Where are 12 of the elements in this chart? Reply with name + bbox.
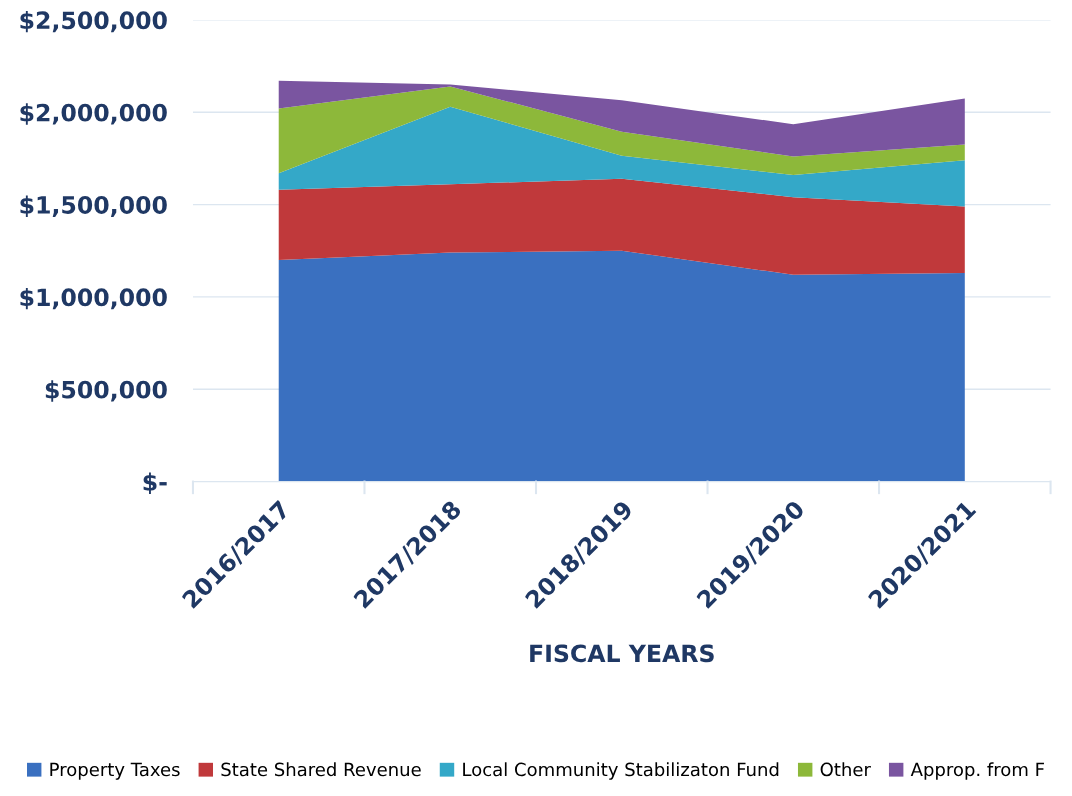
legend-label: Other — [820, 762, 871, 777]
y-tick-label: $2,000,000 — [20, 103, 167, 125]
y-tick-label: $1,500,000 — [20, 195, 167, 218]
y-tick-label: $- — [143, 472, 167, 495]
y-tick-label: $2,500,000 — [20, 10, 167, 33]
x-axis-title: FISCAL YEARS — [530, 644, 714, 663]
legend-label: Local Community Stabilizaton Fund — [463, 762, 779, 780]
legend-label: Property Taxes — [50, 762, 180, 780]
y-tick-label: $500,000 — [45, 380, 167, 402]
y-tick-label: $1,000,000 — [20, 287, 167, 310]
legend-label: State Shared Revenue — [221, 762, 421, 777]
legend-label: Approp. from F — [910, 762, 1044, 780]
